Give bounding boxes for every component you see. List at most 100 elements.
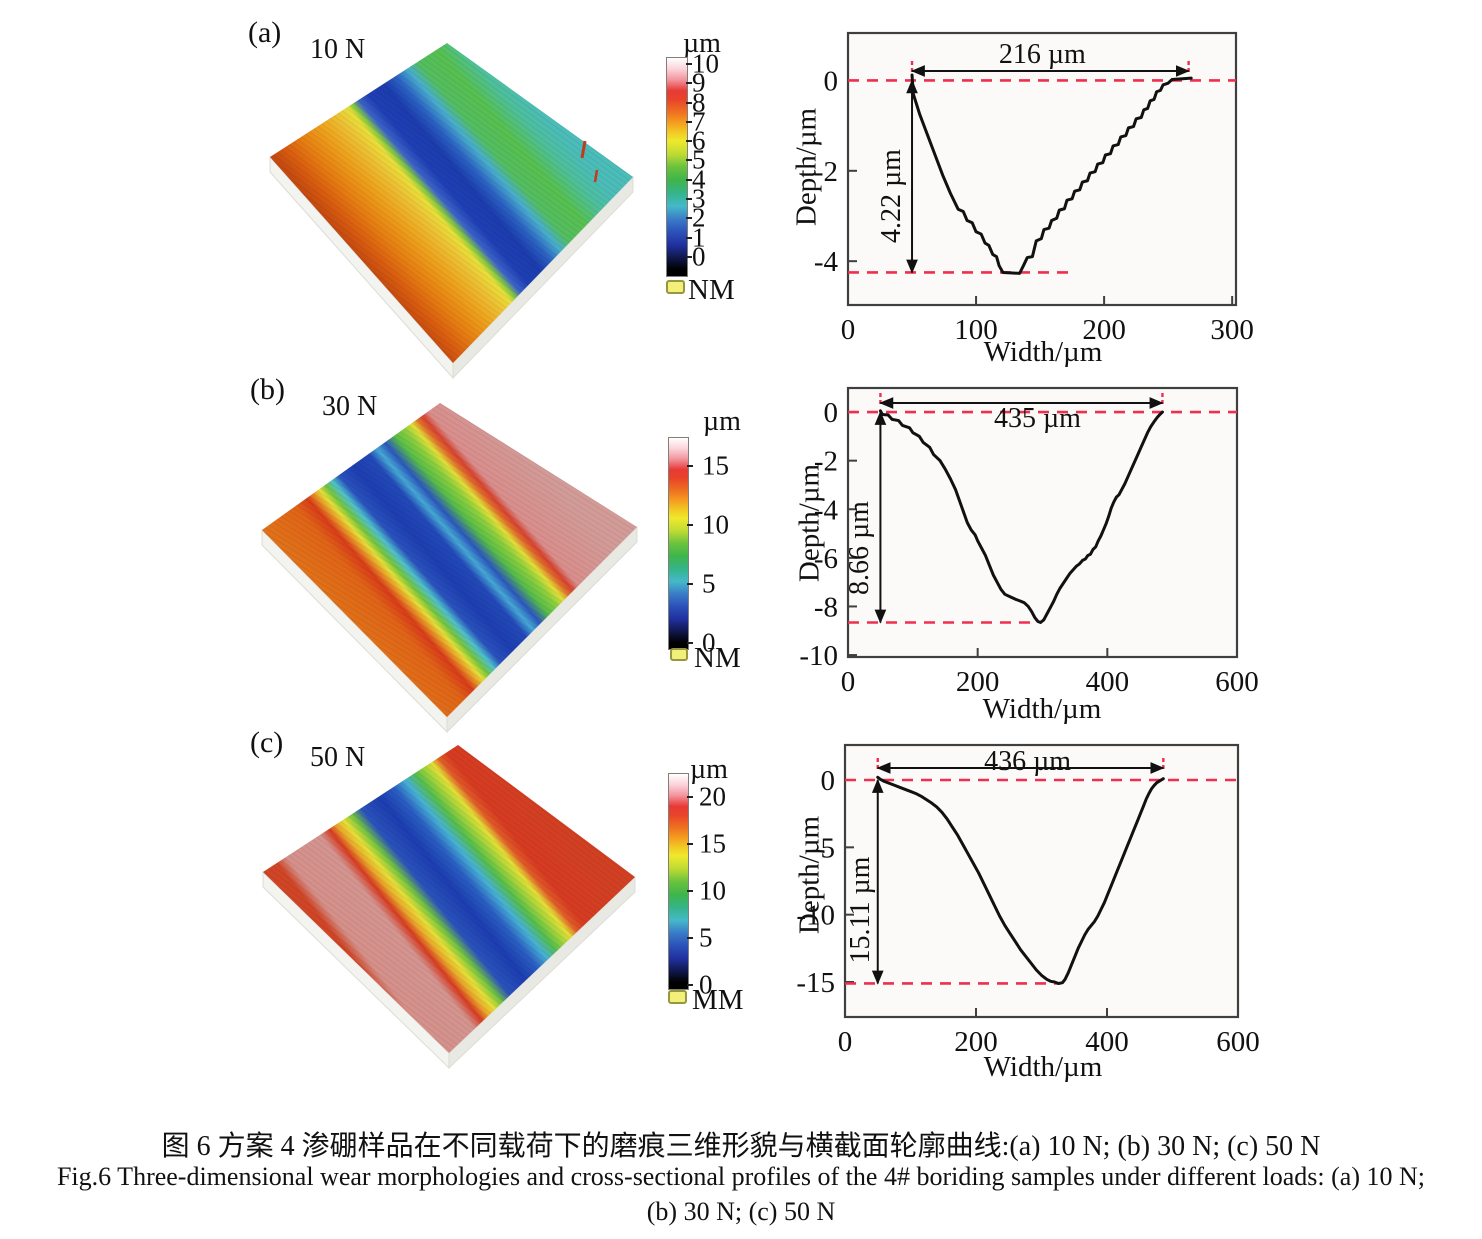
- groove-depth-value: 15.11 µm: [845, 856, 876, 963]
- colorbar-tick-label: 6: [692, 125, 706, 156]
- colorbar-b: µm NM 15 10 5 0: [662, 400, 752, 700]
- colorbar-tick-label: 5: [702, 568, 716, 599]
- wear-morphology-3d-c: [262, 745, 636, 1070]
- x-tick-label: 400: [1085, 1026, 1129, 1058]
- x-axis-label-b: Width/µm: [982, 693, 1102, 725]
- load-label-c: 50 N: [310, 742, 366, 773]
- colorbar-gradient-bar: [666, 57, 688, 277]
- colorbar-tick-label: 8: [692, 87, 706, 118]
- wear-profile-curve: [910, 73, 1193, 275]
- colorbar-tick-label: 0: [702, 627, 716, 658]
- x-tick-label: 0: [841, 314, 856, 346]
- colorbar-tick-label: 10: [702, 509, 729, 540]
- colorbar-gradient-bar: [668, 773, 689, 990]
- colorbar-tick-label: 5: [692, 144, 706, 175]
- colorbar-tick-label: 4: [692, 164, 706, 195]
- colorbar-nm-swatch: [666, 280, 685, 294]
- x-tick-label: 0: [841, 666, 856, 698]
- wear-profile-curve: [878, 409, 1164, 624]
- colorbar-tick-mark: [687, 796, 693, 799]
- x-tick-label: 400: [1086, 666, 1130, 698]
- sample-base-right-face: [448, 875, 636, 1070]
- colorbar-a: µm NM 10 9 8 7 6 5 4 3 2 1 0: [660, 22, 750, 322]
- colorbar-unit-label: µm: [690, 754, 728, 785]
- colorbar-swatch-label: NM: [694, 642, 741, 674]
- colorbar-tick-mark: [687, 523, 693, 526]
- y-axis-label-c: Depth/µm: [793, 815, 826, 935]
- colorbar-tick-label: 9: [692, 67, 706, 98]
- colorbar-tick-mark: [686, 255, 692, 258]
- x-axis-label-c: Width/µm: [983, 1051, 1103, 1083]
- surface-grain-texture: [270, 43, 633, 363]
- colorbar-tick-label: 0: [692, 241, 706, 272]
- groove-width-value: 216 µm: [999, 39, 1086, 70]
- y-tick-label: -15: [796, 967, 835, 999]
- y-tick-label: -10: [799, 640, 838, 672]
- groove-width-value: 435 µm: [994, 403, 1081, 434]
- panel-label-b: (b): [250, 373, 285, 406]
- colorbar-tick-mark: [686, 101, 692, 104]
- y-tick-label: 0: [821, 765, 836, 797]
- colorbar-tick-mark: [687, 983, 693, 986]
- y-tick-label: 0: [824, 397, 839, 429]
- colorbar-tick-mark: [686, 236, 692, 239]
- colorbar-tick-label: 1: [692, 222, 706, 253]
- y-axis-label-b: Depth/µm: [793, 463, 826, 583]
- colorbar-tick-label: 2: [692, 202, 706, 233]
- colorbar-tick-label: 15: [699, 828, 726, 859]
- colorbar-tick-mark: [686, 178, 692, 181]
- colorbar-tick-mark: [686, 82, 692, 85]
- colorbar-c: µm MM 20 15 10 5 0: [662, 740, 752, 1040]
- colorbar-tick-label: 0: [699, 969, 713, 1000]
- colorbar-swatch-label: MM: [692, 984, 744, 1016]
- colorbar-unit-label: µm: [683, 28, 721, 59]
- y-tick-label: -8: [814, 591, 838, 623]
- colorbar-swatch-label: NM: [688, 274, 735, 306]
- colorbar-tick-label: 10: [692, 48, 719, 79]
- x-tick-label: 200: [1082, 314, 1126, 346]
- load-label-a: 10 N: [310, 34, 366, 65]
- x-tick-label: 100: [954, 314, 998, 346]
- colorbar-tick-mark: [686, 120, 692, 123]
- y-tick-label: -4: [814, 246, 839, 278]
- surface-grain-texture: [263, 745, 635, 1053]
- wear-morphology-3d-a: [269, 43, 634, 380]
- x-tick-label: 600: [1216, 1026, 1260, 1058]
- colorbar-tick-label: 20: [699, 781, 726, 812]
- x-tick-label: 0: [838, 1026, 853, 1058]
- colorbar-tick-mark: [687, 641, 693, 644]
- colorbar-tick-label: 5: [699, 922, 713, 953]
- y-tick-label: -4: [814, 494, 839, 526]
- colorbar-tick-mark: [686, 140, 692, 143]
- colorbar-tick-mark: [686, 198, 692, 201]
- panel-label-a: (a): [248, 16, 282, 49]
- colorbar-mm-swatch: [668, 990, 687, 1004]
- colorbar-nm-swatch: [670, 648, 688, 661]
- colorbar-gradient-bar: [668, 437, 689, 650]
- colorbar-tick-mark: [687, 843, 693, 846]
- caption-chinese: 图 6 方案 4 渗硼样品在不同载荷下的磨痕三维形貌与横截面轮廓曲线:(a) 1…: [161, 1131, 1321, 1162]
- y-tick-label: -10: [796, 900, 835, 932]
- groove-depth-value: 4.22 µm: [876, 149, 907, 243]
- colorbar-unit-label: µm: [703, 406, 741, 437]
- x-tick-label: 200: [956, 666, 1000, 698]
- x-tick-label: 300: [1210, 314, 1254, 346]
- wear-profile-curve: [876, 775, 1165, 985]
- colorbar-tick-mark: [686, 159, 692, 162]
- colorbar-tick-mark: [687, 582, 693, 585]
- caption-english-1: Fig.6 Three-dimensional wear morphologie…: [56, 1162, 1426, 1191]
- colorbar-tick-mark: [686, 62, 692, 65]
- surface-grain-texture: [262, 403, 637, 717]
- x-axis-label-a: Width/µm: [983, 336, 1103, 368]
- y-axis-label-a: Depth/µm: [790, 107, 823, 227]
- groove-depth-value: 8.66 µm: [844, 501, 875, 595]
- profile-chart-c: 0 200 400 600 0 -5 -10 -15 436 µm 15.11 µm: [796, 743, 1260, 1058]
- colorbar-tick-label: 3: [692, 183, 706, 214]
- colorbar-tick-label: 10: [699, 875, 726, 906]
- colorbar-tick-mark: [686, 217, 692, 220]
- y-tick-label: -6: [814, 543, 838, 575]
- surface-defect-spike: [593, 169, 599, 183]
- profile-chart-b: 0 200 400 600 0 -2 -4 -6 -8 -10 435 µm 8.66 µm: [799, 386, 1259, 698]
